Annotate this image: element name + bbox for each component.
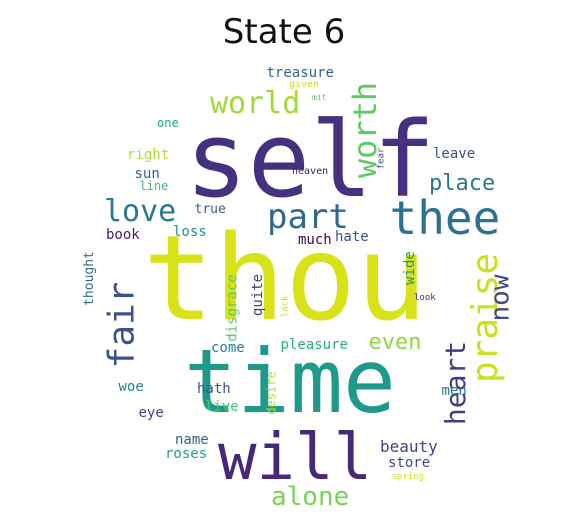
word-spring: spring [391,471,425,482]
word-eye: eye [138,405,164,421]
word-will: will [218,421,373,495]
word-book: book [106,227,140,243]
word-treasure: treasure [266,65,334,81]
word-given: given [289,79,320,90]
word-thought: thought [81,250,97,306]
word-alone: alone [271,482,350,512]
word-men: men [441,383,467,399]
word-hath: hath [197,381,231,397]
word-store: store [388,455,431,471]
word-quite: quite [250,273,267,317]
word-true: true [194,201,226,217]
word-much: much [298,232,332,248]
word-mit: mit [312,93,327,102]
word-line: line [139,179,169,193]
word-part: part [267,197,349,237]
word-disgrace: disgrace [224,274,241,342]
chart-title: State 6 [222,12,346,52]
word-love: love [104,194,177,229]
word-come: come [211,340,245,356]
word-live: live [205,399,239,415]
word-place: place [429,171,496,196]
word-lack: lack [280,295,291,317]
word-look: look [414,292,436,303]
word-pleasure: pleasure [280,337,348,353]
word-hate: hate [335,229,369,245]
word-name: name [175,432,209,448]
word-wide: wide [401,251,418,285]
word-now: now [484,274,515,322]
word-fear: fear [376,147,387,169]
word-fair: fair [100,281,142,369]
word-loss: loss [173,224,207,240]
word-leave: leave [433,146,476,162]
word-one: one [157,116,179,130]
word-woe: woe [118,379,144,395]
word-thee: thee [389,191,501,245]
word-desire: desire [264,371,279,415]
word-right: right [127,147,170,163]
word-roses: roses [165,446,208,462]
word-thou: thou [143,209,428,347]
word-self: self [185,99,436,221]
word-heaven: heaven [292,166,329,177]
word-world: world [210,86,301,121]
word-sun: sun [134,166,160,182]
word-even: even [368,330,422,355]
word-time: time [184,330,396,433]
word-beauty: beauty [380,437,438,456]
